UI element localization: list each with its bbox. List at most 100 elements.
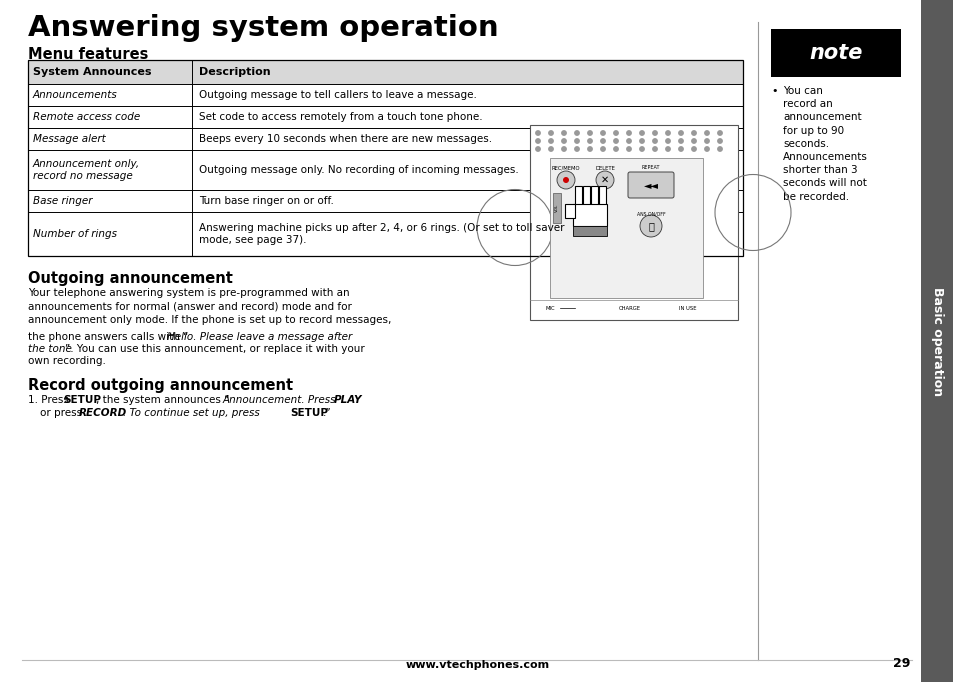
Circle shape (679, 139, 682, 143)
Circle shape (691, 147, 696, 151)
FancyBboxPatch shape (627, 172, 673, 198)
Circle shape (639, 215, 661, 237)
Text: Announcement. Press: Announcement. Press (223, 395, 339, 405)
Text: Menu features: Menu features (28, 47, 149, 62)
Circle shape (613, 131, 618, 135)
Text: note: note (808, 43, 862, 63)
Circle shape (665, 139, 670, 143)
Circle shape (652, 147, 657, 151)
Bar (28, 60, 742, 84)
Circle shape (652, 131, 657, 135)
Text: CHARGE: CHARGE (618, 306, 640, 310)
Circle shape (575, 139, 578, 143)
Circle shape (596, 171, 614, 189)
Text: Announcement only,
record no message: Announcement only, record no message (33, 159, 140, 181)
Text: SETUP: SETUP (63, 395, 101, 405)
Text: Turn base ringer on or off.: Turn base ringer on or off. (199, 196, 334, 206)
Circle shape (717, 139, 721, 143)
Circle shape (704, 131, 708, 135)
Text: 1. Press: 1. Press (28, 395, 72, 405)
Circle shape (575, 147, 578, 151)
Text: Outgoing announcement: Outgoing announcement (28, 271, 233, 286)
Text: Beeps every 10 seconds when there are new messages.: Beeps every 10 seconds when there are ne… (199, 134, 492, 144)
Text: Number of rings: Number of rings (33, 229, 117, 239)
Text: Outgoing message only. No recording of incoming messages.: Outgoing message only. No recording of i… (199, 165, 518, 175)
Text: ◄◄: ◄◄ (643, 180, 658, 190)
Circle shape (536, 147, 539, 151)
Text: SETUP: SETUP (290, 408, 328, 418)
Circle shape (704, 139, 708, 143)
Text: Remote access code: Remote access code (33, 112, 140, 122)
Text: Announcements: Announcements (33, 90, 117, 100)
Circle shape (600, 147, 604, 151)
Bar (573, 204, 606, 226)
Text: Description: Description (199, 67, 271, 77)
Text: Message alert: Message alert (33, 134, 106, 144)
Bar (553, 193, 560, 223)
Bar (28, 60, 742, 256)
Circle shape (557, 171, 575, 189)
Text: ✕: ✕ (600, 175, 608, 185)
Text: the phone answers calls with “: the phone answers calls with “ (28, 332, 189, 342)
Circle shape (548, 131, 553, 135)
Text: Base ringer: Base ringer (33, 196, 92, 206)
Circle shape (691, 139, 696, 143)
Circle shape (562, 177, 568, 183)
Circle shape (561, 139, 566, 143)
Text: Your telephone answering system is pre-programmed with an
announcements for norm: Your telephone answering system is pre-p… (28, 288, 391, 325)
Circle shape (561, 147, 566, 151)
Circle shape (613, 147, 618, 151)
Circle shape (679, 131, 682, 135)
Circle shape (587, 147, 592, 151)
Text: Set code to access remotely from a touch tone phone.: Set code to access remotely from a touch… (199, 112, 482, 122)
Text: Answering machine picks up after 2, 4, or 6 rings. (Or set to toll saver
mode, s: Answering machine picks up after 2, 4, o… (199, 222, 564, 246)
Circle shape (639, 139, 643, 143)
Text: VOL: VOL (555, 204, 558, 212)
Circle shape (717, 147, 721, 151)
Bar (582, 186, 589, 208)
Text: MIC: MIC (544, 306, 555, 310)
Text: www.vtechphones.com: www.vtechphones.com (406, 660, 550, 670)
Text: REPEAT: REPEAT (641, 165, 659, 170)
Bar (550, 158, 702, 298)
Bar (598, 186, 605, 208)
Circle shape (600, 139, 604, 143)
Bar (573, 226, 606, 236)
Text: ⏻: ⏻ (647, 221, 653, 231)
Circle shape (679, 147, 682, 151)
Text: Record outgoing announcement: Record outgoing announcement (28, 378, 293, 393)
Text: . To continue set up, press: . To continue set up, press (123, 408, 263, 418)
Circle shape (561, 131, 566, 135)
Text: .”: .” (323, 408, 332, 418)
Text: PLAY: PLAY (334, 395, 362, 405)
Circle shape (613, 139, 618, 143)
Text: or press: or press (40, 408, 85, 418)
Bar (770, 29, 900, 77)
Circle shape (548, 147, 553, 151)
Circle shape (587, 131, 592, 135)
Bar (920, 0, 953, 682)
Bar (590, 186, 598, 208)
Text: System Announces: System Announces (33, 67, 152, 77)
Text: own recording.: own recording. (28, 356, 106, 366)
Circle shape (717, 131, 721, 135)
Text: the tone: the tone (28, 344, 71, 354)
Text: DELETE: DELETE (595, 166, 615, 171)
Bar (575, 186, 581, 208)
Circle shape (704, 147, 708, 151)
Circle shape (691, 131, 696, 135)
Circle shape (639, 131, 643, 135)
Circle shape (548, 139, 553, 143)
Text: Hello. Please leave a message after: Hello. Please leave a message after (167, 332, 352, 342)
Circle shape (652, 139, 657, 143)
Text: REC/MEMO: REC/MEMO (551, 166, 579, 171)
Circle shape (600, 131, 604, 135)
Circle shape (587, 139, 592, 143)
Circle shape (665, 131, 670, 135)
Text: •: • (770, 86, 777, 96)
Text: Outgoing message to tell callers to leave a message.: Outgoing message to tell callers to leav… (199, 90, 476, 100)
Circle shape (665, 147, 670, 151)
Text: 29: 29 (892, 657, 909, 670)
Text: ”. You can use this announcement, or replace it with your: ”. You can use this announcement, or rep… (65, 344, 364, 354)
Circle shape (626, 139, 631, 143)
